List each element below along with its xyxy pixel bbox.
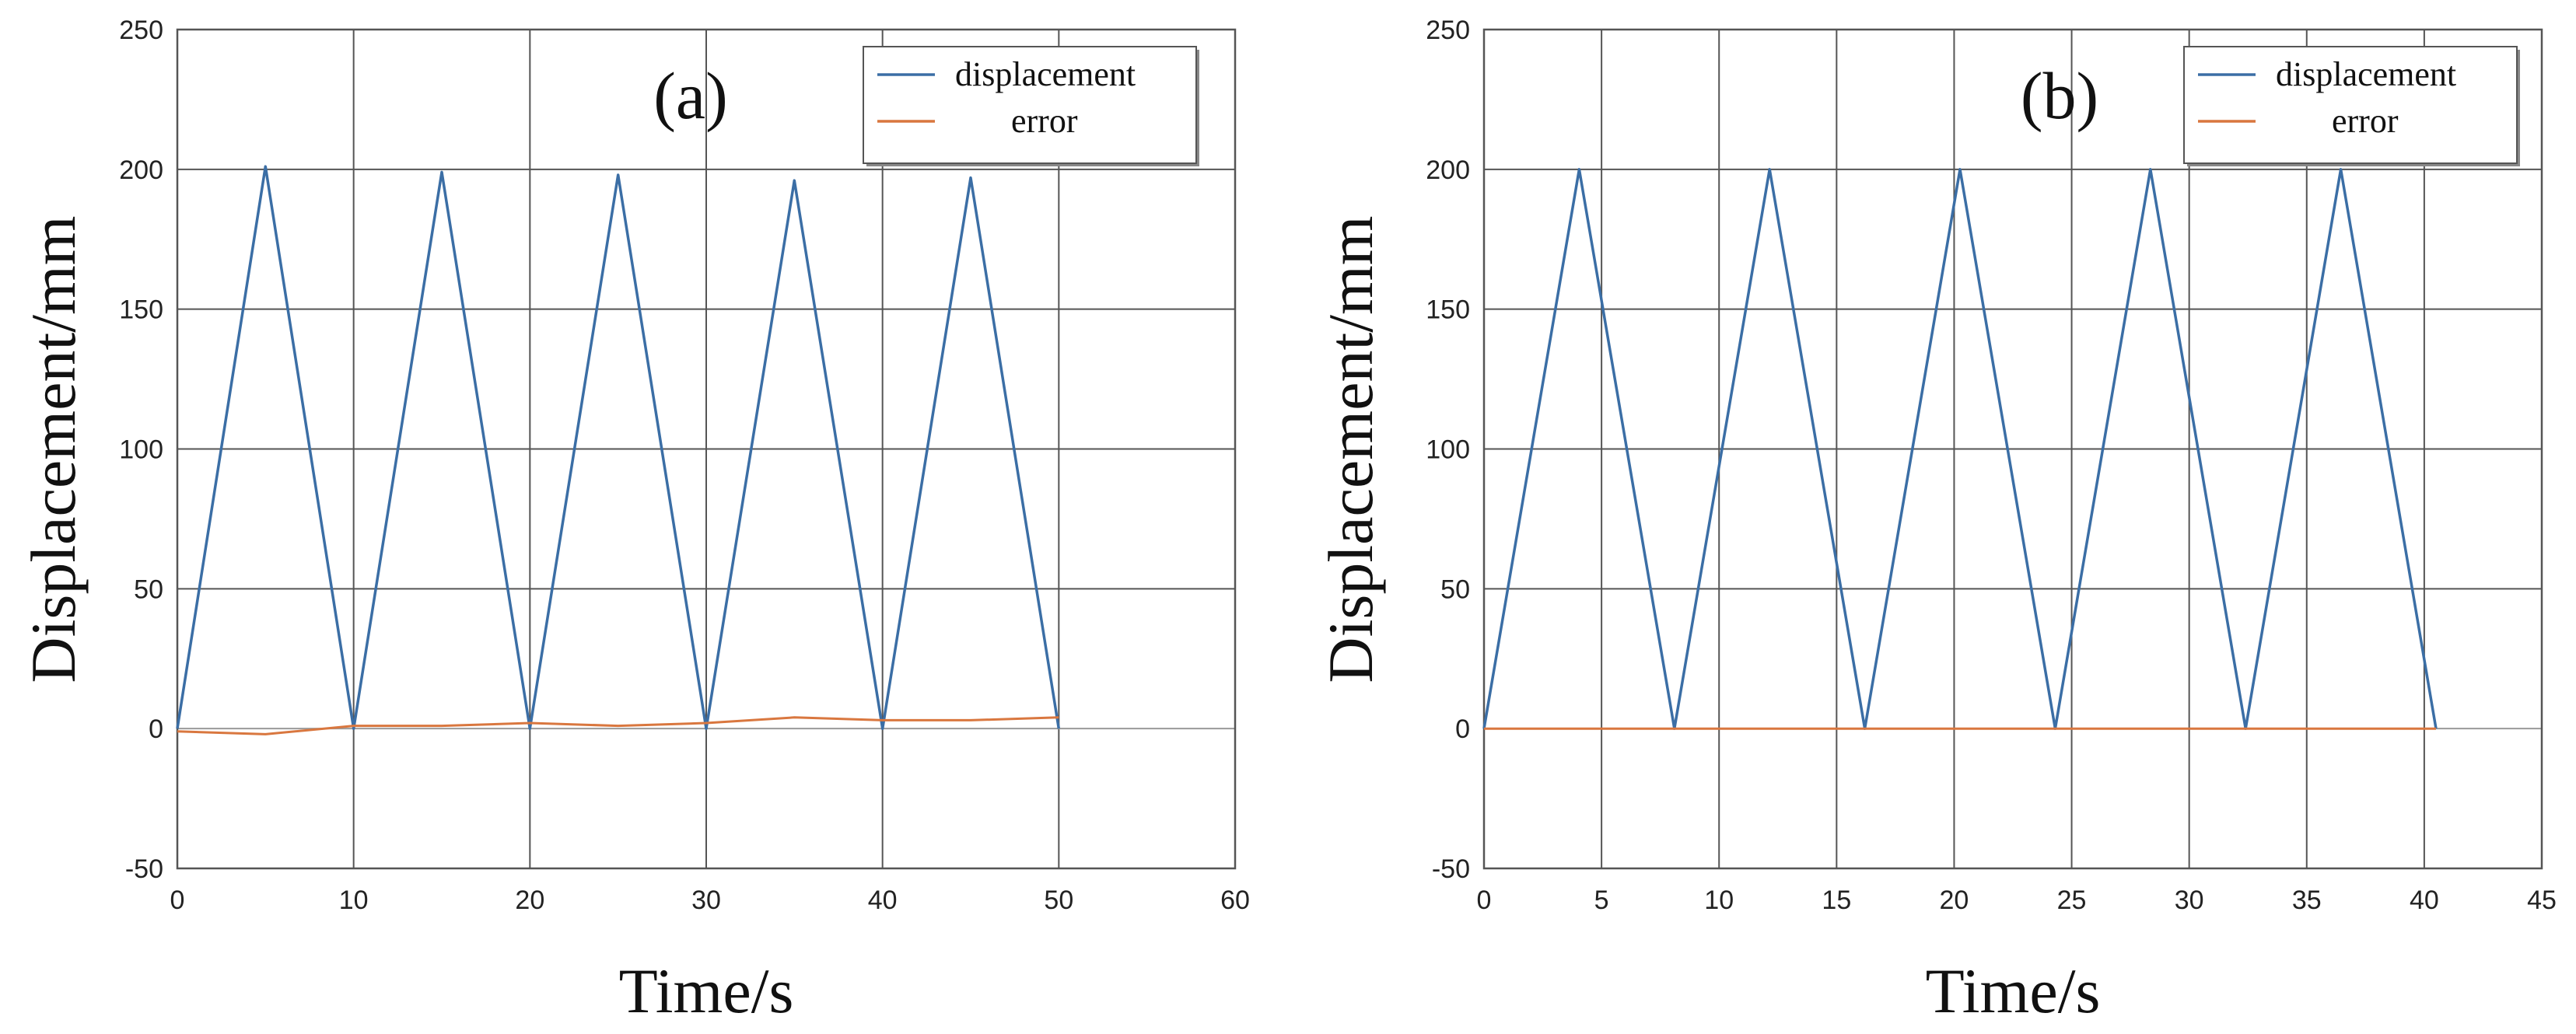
x-tick-label: 35	[2292, 886, 2322, 915]
y-tick-label: 0	[1455, 714, 1470, 744]
y-tick-label: 250	[1426, 16, 1470, 45]
legend-label-displacement: displacement	[955, 55, 1136, 93]
panel-label: (a)	[653, 58, 727, 133]
x-tick-label: 15	[1822, 886, 1851, 915]
y-tick-label: 150	[1426, 295, 1470, 325]
panel-label: (b)	[2021, 58, 2098, 133]
x-tick-label: 45	[2527, 886, 2557, 915]
y-tick-label: 250	[119, 16, 163, 45]
legend-label-error: error	[1011, 102, 1078, 140]
y-tick-label: -50	[125, 854, 163, 884]
legend-label-error: error	[2332, 102, 2399, 140]
legend-box	[863, 46, 1197, 164]
x-tick-label: 10	[339, 886, 369, 915]
y-axis-title: Displacement/mm	[18, 215, 89, 683]
x-axis-title: Time/s	[619, 955, 794, 1026]
x-tick-label: 60	[1220, 886, 1250, 915]
y-tick-label: 150	[119, 295, 163, 325]
x-tick-label: 40	[2410, 886, 2439, 915]
legend-label-displacement: displacement	[2276, 55, 2456, 93]
x-tick-label: 20	[1940, 886, 1969, 915]
x-tick-label: 50	[1044, 886, 1073, 915]
y-tick-label: 200	[119, 155, 163, 185]
plot-frame	[1482, 28, 2543, 870]
x-tick-label: 30	[2175, 886, 2204, 915]
y-tick-label: 100	[1426, 435, 1470, 465]
y-tick-label: 200	[1426, 155, 1470, 185]
y-tick-label: 0	[149, 714, 163, 744]
x-tick-label: 40	[868, 886, 898, 915]
y-axis-title: Displacement/mm	[1315, 215, 1386, 683]
y-tick-label: 100	[119, 435, 163, 465]
y-tick-label: 50	[134, 575, 163, 604]
legend-box	[2183, 46, 2518, 164]
x-tick-label: 25	[2057, 886, 2087, 915]
x-axis-title: Time/s	[1926, 955, 2101, 1026]
plot-frame	[176, 28, 1237, 870]
x-tick-label: 0	[1477, 886, 1492, 915]
y-tick-label: 50	[1440, 575, 1470, 604]
x-tick-label: 30	[691, 886, 721, 915]
y-tick-label: -50	[1432, 854, 1470, 884]
x-tick-label: 10	[1704, 886, 1734, 915]
x-tick-label: 0	[170, 886, 185, 915]
x-tick-label: 20	[515, 886, 544, 915]
x-tick-label: 5	[1594, 886, 1609, 915]
